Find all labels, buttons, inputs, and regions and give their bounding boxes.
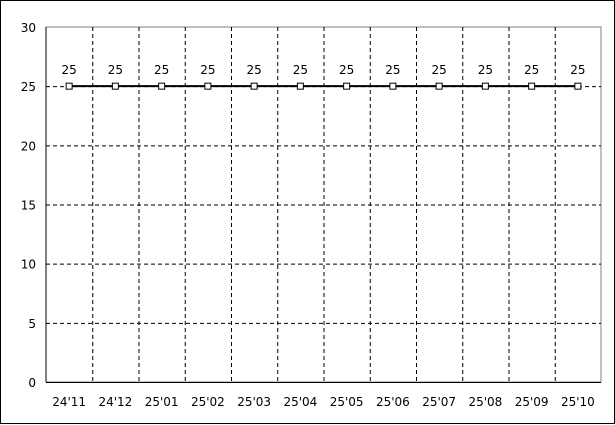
data-label: 25 [431, 63, 446, 77]
data-label: 25 [293, 63, 308, 77]
data-label: 25 [339, 63, 354, 77]
x-tick-label: 25'07 [422, 395, 456, 409]
y-tick-label: 5 [28, 317, 36, 331]
data-label: 25 [385, 63, 400, 77]
data-label: 25 [570, 63, 585, 77]
data-point-marker [111, 82, 119, 90]
data-label: 25 [246, 63, 261, 77]
data-label: 25 [478, 63, 493, 77]
data-point-marker [481, 82, 489, 90]
data-point-marker [435, 82, 443, 90]
y-tick-label: 10 [21, 258, 36, 272]
y-tick-label: 0 [28, 376, 36, 390]
x-tick-label: 25'05 [330, 395, 364, 409]
y-tick-label: 15 [21, 199, 36, 213]
data-point-marker [250, 82, 258, 90]
data-point-marker [574, 82, 582, 90]
data-point-marker [158, 82, 166, 90]
x-tick-label: 25'04 [283, 395, 317, 409]
x-tick-label: 24'11 [52, 395, 86, 409]
data-point-marker [204, 82, 212, 90]
y-tick-label: 25 [21, 80, 36, 94]
x-tick-label: 25'06 [376, 395, 410, 409]
data-label: 25 [61, 63, 76, 77]
x-tick-label: 25'09 [515, 395, 549, 409]
y-tick-label: 30 [21, 21, 36, 35]
data-point-marker [296, 82, 304, 90]
x-tick-label: 25'08 [468, 395, 502, 409]
x-tick-label: 25'02 [191, 395, 225, 409]
data-label: 25 [108, 63, 123, 77]
x-tick-label: 25'03 [237, 395, 271, 409]
data-point-marker [343, 82, 351, 90]
data-label: 25 [200, 63, 215, 77]
data-label: 25 [524, 63, 539, 77]
data-label: 25 [154, 63, 169, 77]
x-tick-label: 25'01 [145, 395, 179, 409]
data-point-marker [65, 82, 73, 90]
data-point-marker [389, 82, 397, 90]
x-tick-label: 24'12 [98, 395, 132, 409]
y-tick-label: 20 [21, 139, 36, 153]
x-tick-label: 25'10 [561, 395, 595, 409]
data-point-marker [528, 82, 536, 90]
